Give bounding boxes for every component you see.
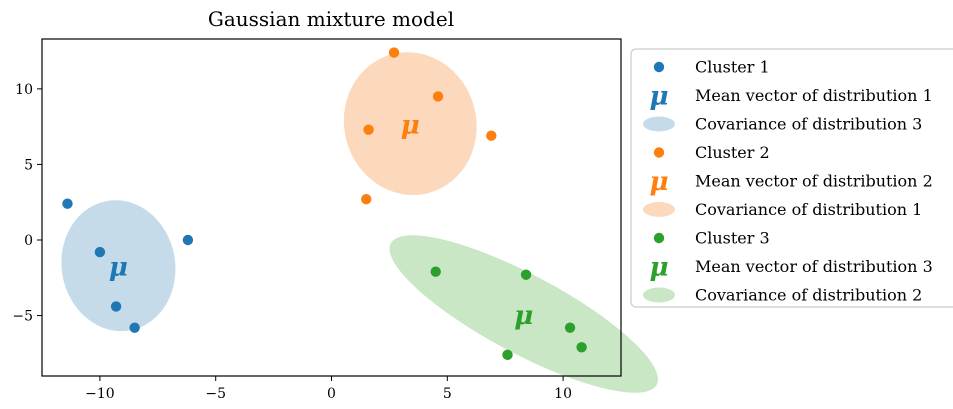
legend-marker-dot	[653, 147, 665, 158]
cluster-3-point-3	[520, 269, 532, 280]
cluster-3-point-2	[502, 349, 513, 361]
y-tick-label: 0	[24, 233, 33, 249]
cluster-2-point-5	[486, 130, 497, 141]
y-tick-label: 5	[24, 157, 33, 173]
covariance-ellipse-1	[61, 200, 176, 332]
legend-marker-mean: μ	[649, 82, 668, 112]
y-axis-ticks: −5 0 5 10	[12, 82, 42, 325]
mean-marker-3: μ	[514, 301, 533, 331]
mean-marker-1: μ	[109, 253, 128, 283]
cluster-2-point-3	[388, 47, 400, 58]
legend-frame	[630, 48, 953, 308]
legend-label: Mean vector of distribution 2	[695, 172, 933, 191]
legend-label: Cluster 3	[695, 229, 770, 248]
legend-marker-ellipse	[643, 116, 675, 132]
covariance-ellipses	[61, 52, 658, 393]
cluster-3-point-1	[430, 266, 441, 277]
legend-label: Cluster 1	[695, 58, 770, 77]
legend-label: Mean vector of distribution 1	[695, 86, 933, 105]
x-tick-label: 5	[443, 386, 452, 402]
legend-label: Covariance of distribution 2	[695, 286, 922, 305]
legend-label: Covariance of distribution 1	[695, 200, 922, 219]
cluster-1-point-1	[62, 198, 73, 209]
chart-title: Gaussian mixture model	[208, 7, 454, 31]
legend-marker-ellipse	[643, 287, 675, 303]
cluster-2-point-2	[363, 124, 374, 135]
cluster-1-point-2	[94, 246, 106, 258]
legend-label: Mean vector of distribution 3	[695, 257, 933, 276]
mean-marker-2: μ	[401, 111, 420, 141]
cluster-2-point-4	[432, 91, 444, 102]
legend: Cluster 1 μ Mean vector of distribution 1 C…	[630, 48, 953, 308]
cluster-1-point-4	[129, 322, 140, 333]
cluster-1-point-5	[182, 234, 194, 246]
covariance-ellipse-3	[389, 235, 658, 393]
x-tick-label: −5	[205, 386, 226, 402]
mean-markers: μ μ μ	[109, 111, 533, 331]
x-tick-label: 10	[554, 386, 572, 402]
y-tick-label: −5	[12, 309, 33, 325]
legend-label: Covariance of distribution 3	[695, 115, 922, 134]
legend-label: Cluster 2	[695, 143, 770, 162]
y-tick-label: 10	[15, 82, 33, 98]
legend-marker-dot	[653, 61, 665, 73]
cluster-2-point-1	[361, 193, 372, 205]
x-tick-label: 0	[327, 386, 336, 402]
cluster-3-point-4	[564, 322, 576, 333]
x-tick-label: −10	[85, 386, 115, 402]
cluster-1-point-3	[110, 301, 122, 312]
legend-marker-mean: μ	[649, 167, 668, 197]
x-axis-ticks: −10 −5 0 5 10	[85, 376, 572, 402]
cluster-3-point-5	[576, 342, 587, 353]
covariance-ellipse-2	[343, 52, 477, 196]
legend-marker-mean: μ	[649, 253, 668, 283]
legend-marker-dot	[653, 232, 665, 244]
legend-marker-ellipse	[643, 202, 675, 217]
data-points	[62, 47, 587, 361]
